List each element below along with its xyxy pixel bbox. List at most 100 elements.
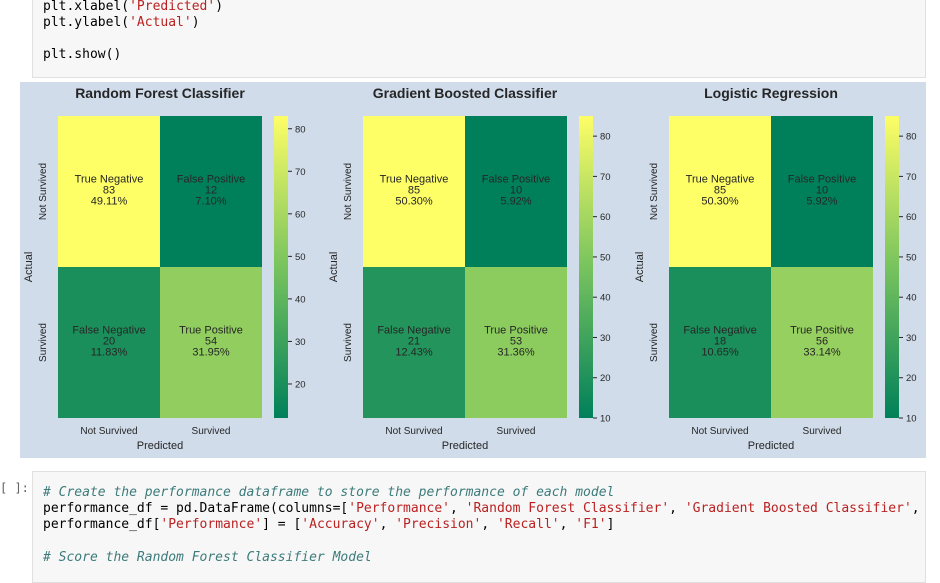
cell-label-pct: 31.36% xyxy=(497,347,535,359)
cell-label-count: 53 xyxy=(510,336,522,348)
cell-label-pct: 31.95% xyxy=(192,347,230,359)
cell-label-name: False Negative xyxy=(377,325,450,337)
heatmap-cell xyxy=(160,267,262,418)
cell-label-pct: 12.43% xyxy=(395,347,433,359)
code-line-dataframe: performance_df = pd.DataFrame(columns=['… xyxy=(43,501,920,516)
cell-label-count: 54 xyxy=(205,336,217,348)
heatmap-cell xyxy=(363,116,465,267)
heatmap-cell xyxy=(771,116,873,267)
cell-label-count: 10 xyxy=(510,185,522,197)
cell-label-count: 83 xyxy=(103,185,115,197)
colorbar-tick-label: 70 xyxy=(906,172,917,183)
heatmap-cell xyxy=(465,267,567,418)
cell-label-count: 56 xyxy=(816,336,828,348)
colorbar-tick-label: 20 xyxy=(906,373,917,384)
x-tick-label: Not Survived xyxy=(80,426,137,437)
cell-label-pct: 10.65% xyxy=(701,347,739,359)
chart-title-0: Random Forest Classifier xyxy=(75,85,245,101)
cell-label-pct: 50.30% xyxy=(701,196,739,208)
heatmap-cell xyxy=(58,116,160,267)
colorbar xyxy=(579,116,593,418)
cell-label-name: False Negative xyxy=(683,325,756,337)
code-line-ylabel: plt.ylabel('Actual') xyxy=(43,15,200,30)
colorbar-tick-label: 50 xyxy=(906,252,917,263)
colorbar-tick-label: 60 xyxy=(600,212,611,223)
cell-label-count: 20 xyxy=(103,336,115,348)
colorbar xyxy=(274,116,288,418)
y-axis-label: Actual xyxy=(23,252,35,283)
cell-label-count: 10 xyxy=(816,185,828,197)
cell-label-name: False Negative xyxy=(72,325,145,337)
top-code-cell[interactable]: plt.xlabel('Predicted') plt.ylabel('Actu… xyxy=(32,0,926,78)
colorbar-tick-label: 60 xyxy=(906,212,917,223)
cell-label-pct: 5.92% xyxy=(500,196,531,208)
colorbar-tick-label: 20 xyxy=(600,373,611,384)
cell-label-name: True Negative xyxy=(75,174,144,186)
heatmap-cell xyxy=(669,116,771,267)
cell-label-pct: 49.11% xyxy=(91,196,128,208)
x-tick-label: Not Survived xyxy=(385,426,442,437)
cell-label-name: False Positive xyxy=(482,174,550,186)
heatmap-cell xyxy=(58,267,160,418)
colorbar-tick-label: 40 xyxy=(906,293,917,304)
colorbar xyxy=(885,116,899,418)
cell-label-count: 21 xyxy=(408,336,420,348)
colorbar-tick-label: 30 xyxy=(906,333,917,344)
cell-label-count: 12 xyxy=(205,185,217,197)
y-tick-label: Survived xyxy=(649,323,660,362)
confusion-matrix-figure: Random Forest Classifier True Negative 83 4… xyxy=(20,82,926,458)
x-tick-label: Survived xyxy=(803,426,842,437)
code-line-xlabel: plt.xlabel('Predicted') xyxy=(43,0,224,14)
y-tick-label: Survived xyxy=(343,323,354,362)
cell-label-pct: 50.30% xyxy=(395,196,433,208)
x-tick-label: Not Survived xyxy=(691,426,748,437)
x-tick-label: Survived xyxy=(497,426,536,437)
bottom-code-cell[interactable]: # Create the performance dataframe to st… xyxy=(32,471,926,583)
x-axis-label: Predicted xyxy=(442,440,488,452)
y-tick-label: Not Survived xyxy=(343,163,354,220)
y-axis-label: Actual xyxy=(634,252,646,283)
cell-label-count: 18 xyxy=(714,336,726,348)
cell-label-name: False Positive xyxy=(788,174,856,186)
cell-label-name: True Negative xyxy=(380,174,449,186)
cell-label-pct: 11.83% xyxy=(91,347,128,359)
heatmap-cell xyxy=(363,267,465,418)
code-comment-create: # Create the performance dataframe to st… xyxy=(43,485,615,500)
cell-label-name: True Positive xyxy=(484,325,548,337)
colorbar-tick-label: 30 xyxy=(600,333,611,344)
cell-label-name: False Positive xyxy=(177,174,245,186)
code-line-show: plt.show() xyxy=(43,47,122,62)
heatmap-cell xyxy=(465,116,567,267)
cell-label-pct: 33.14% xyxy=(803,347,841,359)
code-comment-score: # Score the Random Forest Classifier Mod… xyxy=(43,550,372,565)
chart-title-1: Gradient Boosted Classifier xyxy=(373,85,558,101)
y-axis-label: Actual xyxy=(328,252,340,283)
colorbar-tick-label: 80 xyxy=(600,132,611,143)
colorbar-tick-label: 40 xyxy=(600,293,611,304)
colorbar-tick-label: 70 xyxy=(600,172,611,183)
cell-label-name: True Positive xyxy=(790,325,854,337)
cell-label-name: True Positive xyxy=(179,325,243,337)
y-tick-label: Not Survived xyxy=(38,163,49,220)
heatmap-cell xyxy=(669,267,771,418)
heatmap-cell xyxy=(771,267,873,418)
y-tick-label: Not Survived xyxy=(649,163,660,220)
code-line-performance: performance_df['Performance'] = ['Accura… xyxy=(43,517,615,532)
heatmap-cell xyxy=(160,116,262,267)
cell-label-pct: 5.92% xyxy=(806,196,837,208)
cell-label-pct: 7.10% xyxy=(195,196,226,208)
colorbar-tick-label: 80 xyxy=(295,124,306,135)
cell-label-name: True Negative xyxy=(686,174,755,186)
colorbar-tick-label: 40 xyxy=(295,294,306,305)
colorbar-tick-label: 60 xyxy=(295,209,306,220)
colorbar-tick-label: 30 xyxy=(295,337,306,348)
colorbar-tick-label: 50 xyxy=(295,252,306,263)
x-axis-label: Predicted xyxy=(137,440,183,452)
chart-title-2: Logistic Regression xyxy=(704,85,838,101)
colorbar-tick-label: 10 xyxy=(906,414,917,425)
colorbar-tick-label: 10 xyxy=(600,414,611,425)
colorbar-tick-label: 50 xyxy=(600,252,611,263)
x-tick-label: Survived xyxy=(192,426,231,437)
cell-label-count: 85 xyxy=(714,185,726,197)
